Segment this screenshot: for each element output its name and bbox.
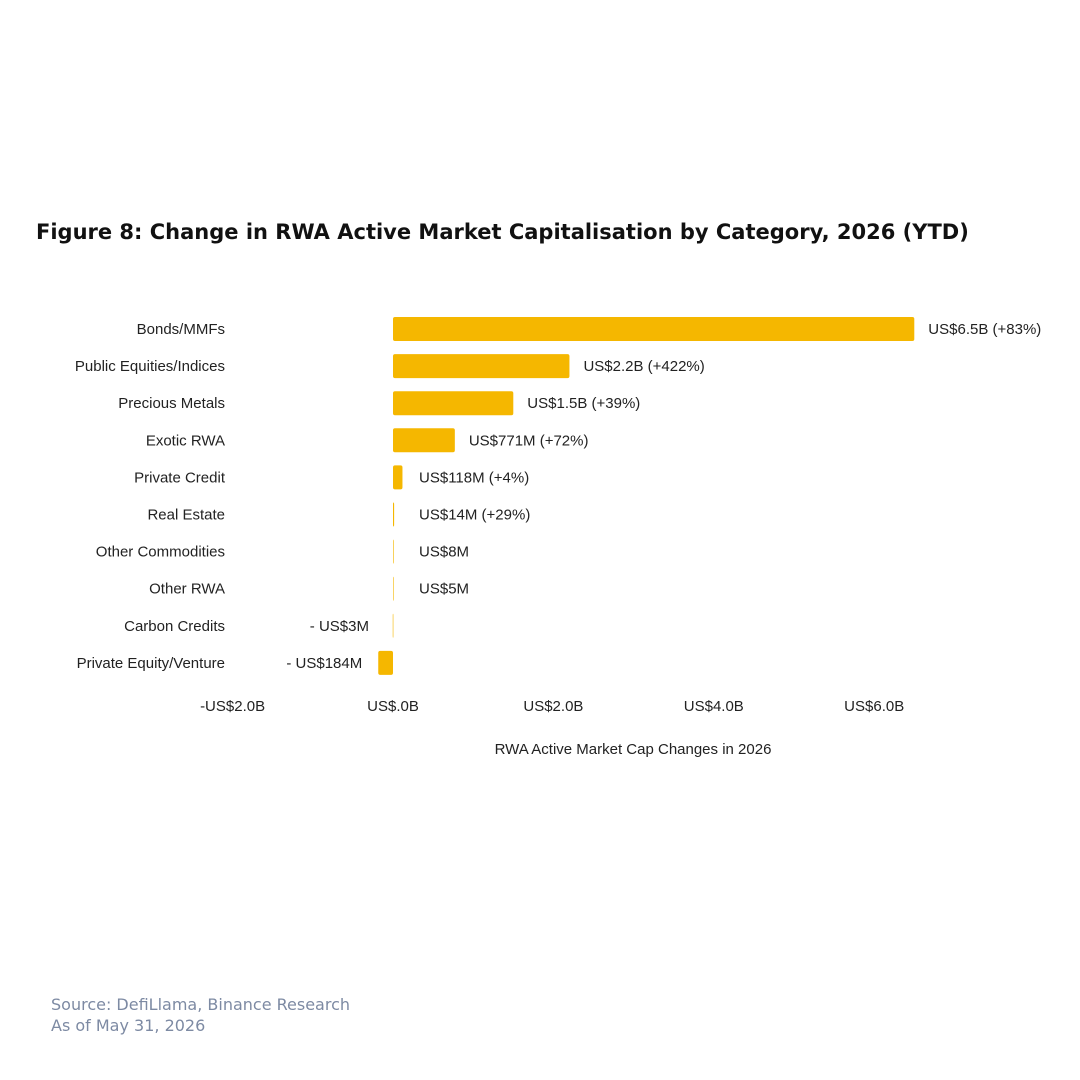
data-label: US$1.5B (+39%) [527,395,640,412]
data-label: US$14M (+29%) [419,507,530,524]
category-label: Private Credit [134,469,226,486]
bar [392,613,394,638]
bar [393,391,514,416]
data-label: - US$3M [310,618,369,635]
bar [393,317,915,341]
category-label: Other Commodities [96,544,225,561]
bar [393,428,455,453]
data-label: US$5M [419,581,469,598]
x-tick-label: US$.0B [367,698,419,715]
x-axis-label: RWA Active Market Cap Changes in 2026 [495,741,772,758]
category-label: Private Equity/Venture [77,655,225,672]
bar [393,576,394,601]
data-label: US$118M (+4%) [419,469,529,486]
category-label: Other RWA [149,581,225,598]
category-label: Bonds/MMFs [137,321,225,338]
date-note: As of May 31, 2026 [51,1016,206,1035]
x-tick-label: US$6.0B [844,698,904,715]
category-label: Public Equities/Indices [75,358,225,375]
bar [378,650,393,675]
source-note: Source: DefiLlama, Binance Research [51,995,351,1014]
category-label: Real Estate [147,507,225,524]
chart-title: Figure 8: Change in RWA Active Market Ca… [36,220,969,244]
data-label: US$2.2B (+422%) [583,358,704,375]
category-label: Precious Metals [118,395,225,412]
footer: Source: DefiLlama, Binance Research As o… [51,994,350,1036]
bar [393,502,395,527]
data-label: US$8M [419,544,469,561]
category-label: Exotic RWA [146,432,225,449]
category-label: Carbon Credits [124,618,225,635]
data-label: - US$184M [286,655,362,672]
x-tick-label: -US$2.0B [200,698,265,715]
data-label: US$771M (+72%) [469,432,589,449]
bar [393,465,403,490]
bar [393,354,570,379]
data-label: US$6.5B (+83%) [928,321,1041,338]
x-tick-label: US$2.0B [523,698,583,715]
x-tick-label: US$4.0B [684,698,744,715]
bar [393,539,394,564]
